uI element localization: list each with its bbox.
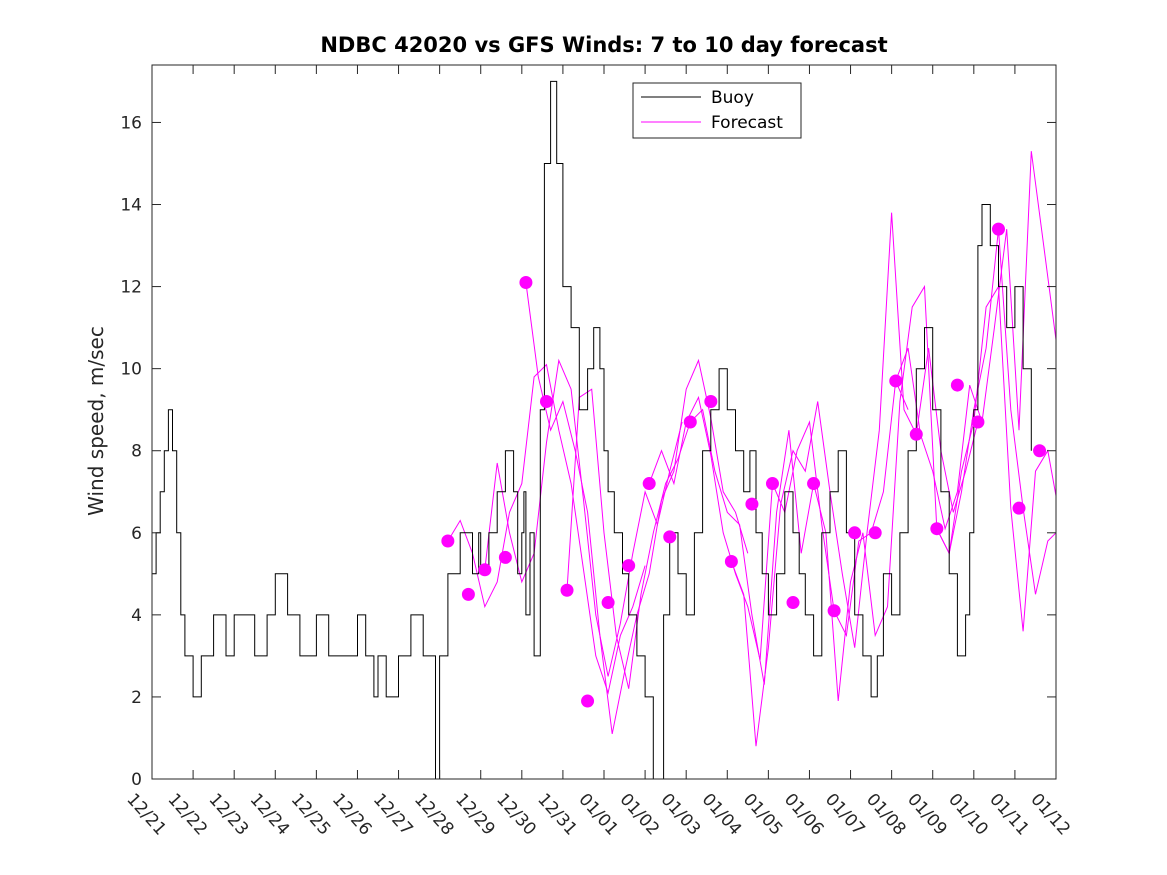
y-tick-label: 16: [120, 113, 142, 133]
x-tick-label: 01/05: [739, 790, 787, 840]
forecast-marker: [807, 477, 821, 491]
x-tick-label: 01/12: [1026, 790, 1074, 840]
forecast-marker: [539, 394, 553, 408]
y-tick-label: 4: [131, 606, 142, 626]
legend-forecast-label: Forecast: [711, 113, 783, 133]
x-tick-label: 01/09: [903, 790, 951, 840]
forecast-marker: [441, 534, 455, 548]
x-tick-label: 12/30: [492, 790, 540, 840]
forecast-marker: [786, 596, 800, 610]
marker-layer: [441, 222, 1047, 708]
forecast-line-5: [648, 379, 909, 661]
x-tick-label: 12/22: [163, 790, 211, 840]
forecast-marker: [827, 604, 841, 618]
x-tick-label: 12/28: [410, 790, 458, 840]
forecast-line-1: [447, 363, 646, 695]
x-tick-label: 12/23: [205, 790, 253, 840]
forecast-marker: [889, 374, 903, 388]
forecast-marker: [868, 526, 882, 540]
forecast-marker: [930, 522, 944, 536]
y-tick-label: 0: [131, 770, 142, 790]
forecast-marker: [765, 477, 779, 491]
y-axis-label: Wind speed, m/sec: [84, 326, 108, 516]
x-tick-label: 01/08: [862, 790, 910, 840]
forecast-marker: [991, 222, 1005, 236]
y-tick-label: 2: [131, 688, 142, 708]
legend: Buoy Forecast: [632, 82, 802, 139]
forecast-marker: [498, 550, 512, 564]
x-tick-label: 01/07: [821, 790, 869, 840]
forecast-marker: [642, 477, 656, 491]
y-tick-label: 8: [131, 442, 142, 462]
legend-box: [632, 82, 802, 139]
forecast-marker: [519, 275, 533, 289]
x-tick-label: 01/04: [698, 790, 746, 840]
forecast-marker: [1012, 501, 1026, 515]
forecast-marker: [724, 555, 738, 569]
forecast-marker: [601, 596, 615, 610]
forecast-marker: [622, 559, 636, 573]
x-tick-label: 12/25: [287, 790, 335, 840]
x-tick-label: 12/27: [369, 790, 417, 840]
x-tick-label: 01/06: [780, 790, 828, 840]
forecast-marker: [745, 497, 759, 511]
x-tick-label: 12/29: [451, 790, 499, 840]
forecast-marker: [909, 427, 923, 441]
series-layer: [152, 80, 1057, 780]
x-tick-label: 12/31: [533, 790, 581, 840]
forecast-marker: [461, 587, 475, 601]
x-tick-label: 01/10: [944, 790, 992, 840]
forecast-marker: [663, 530, 677, 544]
buoy-line: [152, 80, 1032, 780]
x-tick-label: 12/26: [328, 790, 376, 840]
legend-buoy-label: Buoy: [711, 88, 754, 108]
y-tick-label: 12: [120, 278, 142, 298]
x-tick-label: 12/24: [246, 790, 294, 840]
forecast-marker: [704, 394, 718, 408]
forecast-marker: [683, 415, 697, 429]
x-tick-label: 01/02: [615, 790, 663, 840]
forecast-marker: [560, 583, 574, 597]
forecast-marker: [848, 526, 862, 540]
x-tick-label: 01/03: [657, 790, 705, 840]
chart-title: NDBC 42020 vs GFS Winds: 7 to 10 day for…: [320, 33, 887, 57]
forecast-marker: [1033, 444, 1047, 458]
forecast-marker: [950, 378, 964, 392]
y-tick-label: 6: [131, 524, 142, 544]
forecast-marker: [971, 415, 985, 429]
x-tick-label: 01/01: [574, 790, 622, 840]
y-tick-label: 10: [120, 360, 142, 380]
forecast-marker: [478, 563, 492, 577]
forecast-line-6: [730, 212, 979, 747]
y-axis: 0 2 4 6 8 10 12 14 16: [120, 113, 1056, 790]
x-tick-label: 12/21: [122, 790, 170, 840]
x-tick-label: 01/11: [985, 790, 1033, 840]
y-tick-label: 14: [120, 196, 142, 216]
forecast-marker: [581, 694, 595, 708]
